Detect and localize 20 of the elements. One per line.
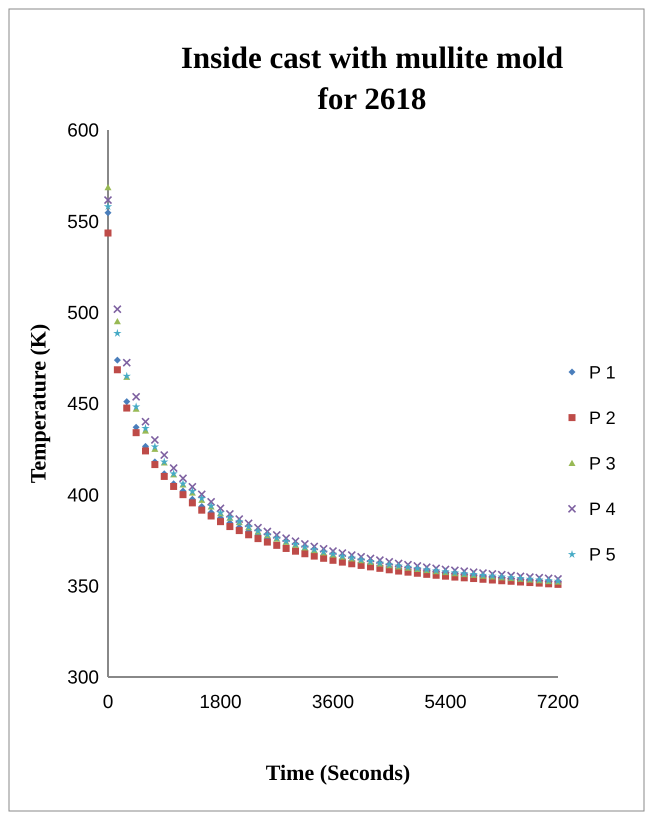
legend-label: P 2 — [589, 408, 616, 428]
legend-label: P 3 — [589, 454, 616, 474]
y-tick-label: 300 — [67, 668, 99, 689]
x-axis-title: Time (Seconds) — [266, 760, 410, 785]
legend-label: P 4 — [589, 499, 616, 520]
y-tick-label: 450 — [67, 394, 99, 416]
x-tick-label: 1800 — [199, 692, 242, 713]
y-tick-label: 400 — [67, 485, 99, 506]
y-tick-label: 550 — [67, 212, 99, 233]
y-tick-label: 350 — [67, 576, 99, 598]
x-tick-label: 0 — [102, 692, 114, 713]
legend-label: P 5 — [589, 544, 616, 565]
x-tick-label: 3600 — [312, 692, 354, 713]
x-tick-label: 7200 — [536, 692, 580, 713]
y-tick-label: 600 — [67, 120, 99, 142]
legend-label: P 1 — [589, 362, 616, 382]
y-tick-label: 500 — [67, 302, 99, 324]
x-tick-label: 5400 — [424, 692, 467, 713]
y-axis-title: Temperature (K) — [26, 324, 51, 484]
chart-title: Inside cast with mullite mold for 2618 — [180, 40, 564, 116]
